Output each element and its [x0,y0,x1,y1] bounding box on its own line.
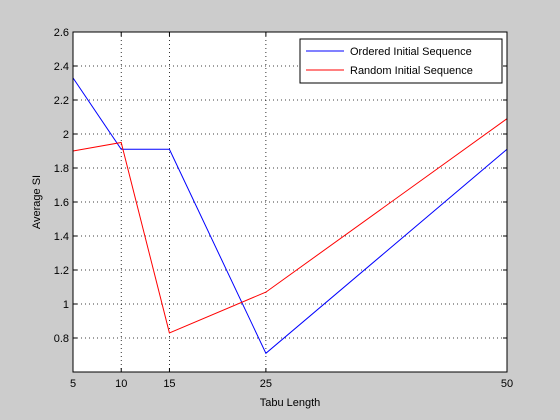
y-tick-label: 0.8 [54,333,69,345]
x-axis-label: Tabu Length [260,397,321,409]
y-tick-label: 1 [63,299,69,311]
legend-label-1: Random Initial Sequence [350,65,473,77]
legend-label-0: Ordered Initial Sequence [350,46,472,58]
y-axis-label: Average SI [31,175,43,229]
x-tick-label: 15 [163,378,175,390]
series-line-0 [72,77,508,355]
y-tick-label: 2.2 [54,95,69,107]
y-tick-label: 1.8 [54,163,69,175]
tick-marks [72,31,508,372]
y-tick-label: 2 [63,129,69,141]
y-tick-label: 1.4 [54,231,69,243]
y-tick-label: 2.6 [54,27,69,39]
x-tick-label: 25 [260,378,272,390]
series-lines [72,77,508,355]
x-tick-label: 10 [115,378,127,390]
legend: Ordered Initial Sequence Random Initial S… [299,38,503,84]
x-tick-label: 50 [501,378,513,390]
x-tick-label: 5 [70,378,76,390]
y-tick-label: 1.6 [54,197,69,209]
legend-box [299,38,503,84]
series-line-1 [72,118,508,334]
y-tick-label: 2.4 [54,61,69,73]
y-tick-label: 1.2 [54,265,69,277]
